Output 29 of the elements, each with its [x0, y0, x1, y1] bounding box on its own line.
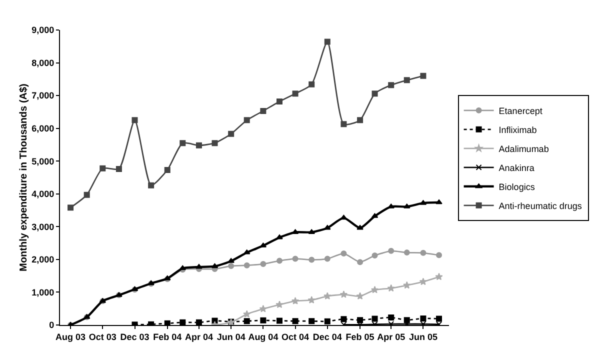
legend-label: Anakinra [498, 162, 534, 173]
x-tick-label: Dec 04 [312, 332, 342, 342]
y-axis-title: Monthly expenditure in Thousands (A$) [18, 84, 30, 272]
x-tick-label: Oct 04 [282, 332, 310, 342]
y-tick-label: 5,000 [32, 156, 54, 166]
legend-label: Anti-rheumatic drugs [498, 200, 582, 211]
y-tick-label: 6,000 [32, 123, 54, 134]
x-tick-label: Apr 05 [377, 332, 406, 342]
y-tick-label: 4,000 [32, 189, 54, 200]
x-tick-label: Jun 04 [216, 332, 246, 342]
y-tick-label: 3,000 [32, 222, 54, 232]
y-tick-label: 8,000 [32, 58, 54, 68]
y-tick-label: 9,000 [32, 25, 54, 36]
y-tick-label: 7,000 [32, 90, 54, 101]
x-tick-label: Jun 05 [408, 332, 438, 342]
x-tick-label: Apr 04 [184, 332, 213, 342]
x-tick-label: Oct 03 [88, 332, 116, 342]
x-tick-label: Dec 03 [120, 332, 150, 342]
y-tick-label: 1,000 [32, 287, 54, 298]
legend-label: Biologics [498, 182, 536, 192]
y-tick-label: 2,000 [32, 254, 54, 265]
legend-label: Infliximab [498, 124, 537, 135]
legend-label: Adalimumab [498, 144, 549, 154]
x-tick-label: Aug 03 [56, 332, 86, 342]
x-tick-label: Feb 04 [153, 332, 182, 342]
y-tick-label: 0 [49, 320, 54, 330]
x-tick-label: Aug 04 [248, 332, 278, 342]
x-tick-label: Feb 05 [346, 332, 374, 342]
legend-label: Etanercept [498, 106, 543, 116]
